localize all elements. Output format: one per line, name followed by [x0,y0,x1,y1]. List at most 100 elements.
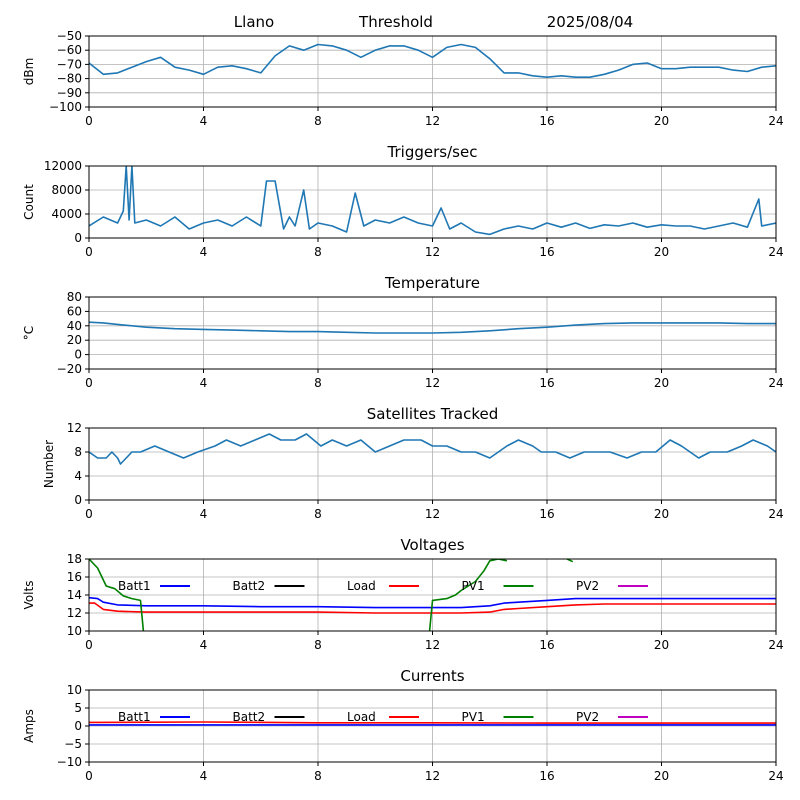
x-tick-label: 12 [425,114,440,128]
x-tick-label: 8 [314,638,322,652]
x-tick-label: 0 [85,245,93,259]
x-tick-label: 8 [314,114,322,128]
x-tick-label: 0 [85,376,93,390]
x-tick-label: 20 [654,769,669,783]
y-axis-label: dBm [22,58,36,86]
x-tick-label: 20 [654,376,669,390]
series-group [89,43,776,78]
series-group [89,166,776,236]
header-mode: Threshold [358,13,433,31]
y-tick-label: 16 [67,570,82,584]
series-group [89,433,776,465]
y-tick-label: 0 [74,493,82,507]
x-tick-label: 12 [425,638,440,652]
y-tick-label: 8000 [51,183,82,197]
x-tick-label: 0 [85,638,93,652]
x-tick-label: 8 [314,507,322,521]
series-line-data [89,43,776,78]
x-tick-label: 4 [200,769,208,783]
y-axis-label: Number [42,440,56,488]
y-tick-label: 0 [74,348,82,362]
y-axis-label: Volts [22,581,36,610]
x-tick-label: 12 [425,769,440,783]
y-tick-label: 12 [67,606,82,620]
x-tick-label: 24 [768,507,783,521]
y-tick-label: 12000 [44,159,82,173]
y-axis-label: °C [22,326,36,340]
legend-label: Load [347,579,376,593]
y-tick-label: 12 [67,421,82,435]
y-tick-label: 4000 [51,207,82,221]
legend-label: Load [347,710,376,724]
y-tick-label: 40 [67,319,82,333]
x-tick-label: 0 [85,114,93,128]
x-tick-label: 20 [654,114,669,128]
series-line-pv1 [89,559,145,631]
legend-label: PV2 [576,579,599,593]
legend-label: Batt2 [233,710,266,724]
y-tick-label: 20 [67,333,82,347]
y-tick-label: −80 [57,72,82,86]
y-tick-label: 5 [74,701,82,715]
x-tick-label: 24 [768,114,783,128]
x-tick-label: 20 [654,245,669,259]
y-tick-label: −60 [57,43,82,57]
x-tick-label: 16 [539,245,554,259]
y-tick-label: −50 [57,29,82,43]
y-tick-label: 8 [74,445,82,459]
series-group [89,721,776,726]
x-tick-label: 4 [200,507,208,521]
series-line-batt1 [89,596,776,609]
y-tick-label: 80 [67,290,82,304]
x-tick-label: 12 [425,245,440,259]
y-tick-label: −100 [49,100,82,114]
series-group [89,559,776,631]
legend-label: Batt1 [118,579,151,593]
x-tick-label: 16 [539,769,554,783]
legend-label: PV2 [576,710,599,724]
series-line-load [89,602,776,614]
x-tick-label: 0 [85,507,93,521]
x-tick-label: 16 [539,376,554,390]
y-tick-label: 14 [67,588,82,602]
y-tick-label: −90 [57,86,82,100]
y-axis-label: Amps [22,709,36,743]
panel-currents: 0 4 8 12 16 20 24 10 5 0 −5 −10 Currents Amps Batt1 Bat… [22,667,784,783]
y-tick-label: −70 [57,57,82,71]
y-tick-label: 10 [67,624,82,638]
y-axis-label: Count [22,184,36,220]
x-tick-label: 16 [539,507,554,521]
y-tick-label: −5 [64,737,82,751]
x-tick-label: 24 [768,769,783,783]
x-tick-label: 16 [539,638,554,652]
y-tick-label: 60 [67,304,82,318]
header: Llano Threshold 2025/08/04 [234,13,633,31]
x-tick-label: 4 [200,245,208,259]
header-date: 2025/08/04 [547,13,633,31]
y-tick-label: 0 [74,719,82,733]
legend-label: Batt2 [233,579,266,593]
x-tick-label: 8 [314,769,322,783]
x-tick-label: 12 [425,507,440,521]
x-tick-label: 16 [539,114,554,128]
legend-label: Batt1 [118,710,151,724]
x-tick-label: 8 [314,376,322,390]
series-line-data [89,433,776,465]
y-tick-label: 4 [74,469,82,483]
x-tick-label: 4 [200,638,208,652]
legend-label: PV1 [462,579,485,593]
panel-signal: 0 4 8 12 16 20 24 −50−60−70−80−90−100 dBm [22,29,784,128]
x-tick-label: 12 [425,376,440,390]
x-tick-label: 4 [200,376,208,390]
panel-title: Satellites Tracked [367,405,498,423]
x-tick-label: 0 [85,769,93,783]
x-tick-label: 8 [314,245,322,259]
series-line-data [89,321,776,334]
y-tick-label: 18 [67,552,82,566]
x-tick-label: 20 [654,507,669,521]
series-group [89,321,776,334]
x-tick-label: 4 [200,114,208,128]
y-tick-label: 10 [67,683,82,697]
